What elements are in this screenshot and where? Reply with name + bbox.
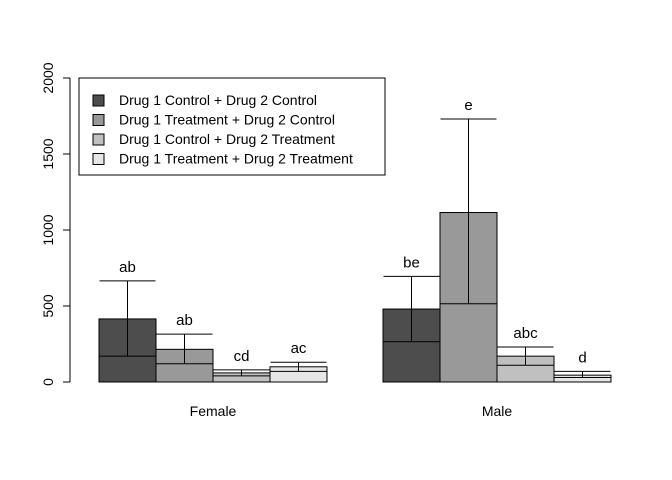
legend-swatch [92, 133, 105, 146]
legend-label: Drug 1 Treatment + Drug 2 Control [119, 112, 335, 128]
error-bars [99, 118, 611, 378]
significance-label: e [464, 97, 472, 114]
bars [98, 212, 612, 383]
legend-label: Drug 1 Control + Drug 2 Control [119, 92, 317, 108]
significance-label: d [578, 349, 586, 366]
y-tick-label: 1500 [40, 138, 56, 169]
legend-swatch [92, 153, 105, 165]
legend-box [78, 77, 386, 176]
y-tick-label: 1000 [40, 214, 56, 245]
legend-label: Drug 1 Treatment + Drug 2 Treatment [119, 151, 353, 167]
significance-label: cd [234, 348, 250, 365]
category-labels: Female Male [190, 403, 513, 419]
y-tick-label: 500 [40, 294, 56, 318]
legend-label: Drug 1 Control + Drug 2 Treatment [119, 131, 335, 147]
significance-label: ac [291, 340, 307, 357]
y-axis: 0 500 1000 1500 2000 [40, 62, 71, 386]
y-tick-label: 2000 [40, 62, 56, 93]
significance-label: ab [176, 312, 193, 329]
legend-swatch [92, 114, 105, 126]
y-tick-label: 0 [40, 378, 56, 386]
legend-swatch [92, 94, 105, 107]
legend: Drug 1 Control + Drug 2 Control Drug 1 Tr… [78, 77, 386, 176]
category-label: Female [190, 403, 237, 419]
significance-label: be [403, 254, 420, 271]
category-label: Male [482, 403, 513, 419]
significance-label: abc [513, 325, 538, 342]
significance-label: ab [119, 259, 136, 276]
